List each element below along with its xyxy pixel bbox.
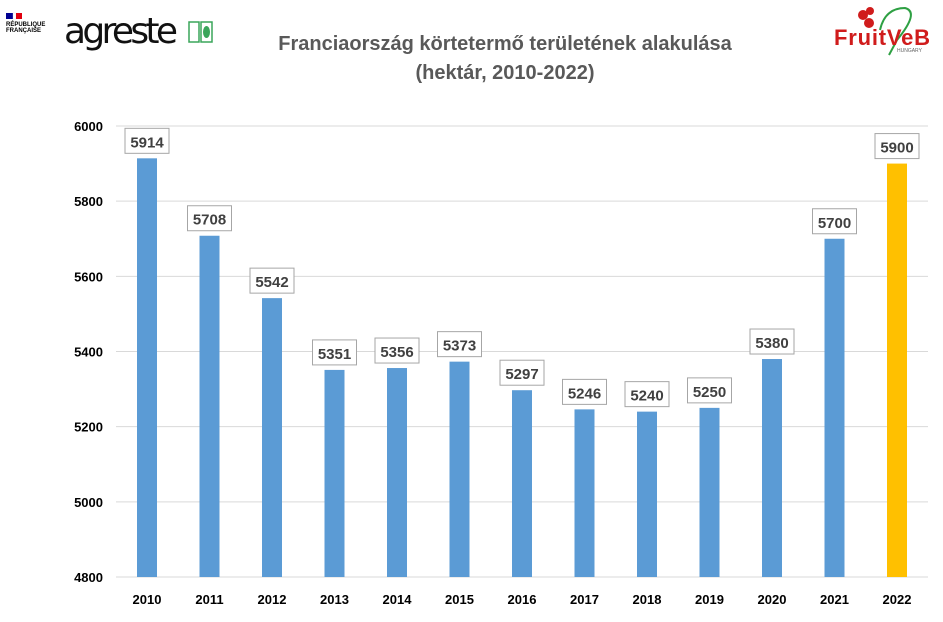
data-label-box — [874, 133, 920, 160]
svg-text:FruitVeB: FruitVeB — [834, 25, 930, 50]
y-tick-label: 4800 — [74, 570, 103, 585]
data-label: 5356 — [380, 344, 413, 361]
data-label-box — [249, 267, 295, 294]
y-tick-label: 5200 — [74, 420, 103, 435]
data-label-box — [437, 331, 482, 358]
bar — [887, 163, 907, 578]
data-label-box — [687, 377, 732, 404]
y-tick-label: 5800 — [74, 194, 103, 209]
data-label-box — [312, 339, 357, 366]
y-tick-label: 6000 — [74, 119, 103, 134]
bar — [199, 235, 220, 577]
bar — [449, 361, 470, 577]
x-tick-label: 2017 — [570, 592, 599, 607]
data-label: 5900 — [880, 140, 913, 157]
x-tick-label: 2022 — [883, 592, 912, 607]
x-tick-label: 2011 — [195, 592, 223, 607]
bar — [699, 407, 720, 577]
bar — [574, 409, 595, 577]
chart-subtitle: (hektár, 2010-2022) — [415, 62, 594, 84]
y-tick-label: 5400 — [74, 345, 103, 360]
data-label-box — [124, 127, 170, 154]
data-label: 5250 — [693, 384, 726, 401]
logo-republique: RÉPUBLIQUE FRANÇAISE — [6, 12, 45, 34]
svg-text:agreste: agreste — [64, 11, 178, 52]
chart-title: Franciaország körtetermő területének ala… — [278, 33, 732, 55]
x-tick-label: 2021 — [820, 592, 849, 607]
x-tick-label: 2012 — [258, 592, 287, 607]
data-label: 5700 — [818, 215, 851, 232]
x-tick-label: 2019 — [695, 592, 724, 607]
data-label: 5542 — [255, 274, 288, 291]
logo-agreste: agreste — [64, 11, 213, 52]
x-tick-label: 2015 — [445, 592, 474, 607]
bar — [387, 368, 407, 577]
x-tick-label: 2014 — [383, 592, 413, 607]
data-label-box — [812, 208, 857, 235]
x-tick-label: 2016 — [508, 592, 537, 607]
y-tick-label: 5600 — [74, 269, 103, 284]
data-label: 5351 — [318, 346, 351, 363]
data-label: 5297 — [505, 366, 538, 383]
y-tick-label: 5000 — [74, 495, 103, 510]
data-label: 5373 — [443, 338, 476, 355]
x-tick-label: 2018 — [633, 592, 662, 607]
bar — [637, 411, 657, 577]
logo-fruitveb: FruitVeB HUNGARY — [834, 6, 930, 56]
bar — [324, 369, 345, 577]
bar — [137, 158, 157, 578]
x-tick-label: 2020 — [758, 592, 787, 607]
bar — [824, 238, 845, 577]
data-label: 5246 — [568, 385, 601, 402]
bar — [762, 359, 782, 577]
svg-text:HUNGARY: HUNGARY — [897, 48, 923, 54]
bar — [262, 298, 282, 577]
x-tick-label: 2010 — [133, 592, 162, 607]
data-label: 5914 — [130, 134, 164, 151]
svg-text:FRANÇAISE: FRANÇAISE — [6, 28, 41, 34]
data-label: 5240 — [630, 388, 663, 405]
bar — [512, 390, 532, 577]
data-label: 5380 — [755, 335, 788, 352]
data-label: 5708 — [193, 212, 226, 229]
data-label-box — [374, 337, 420, 364]
data-label-box — [187, 205, 232, 232]
svg-text:RÉPUBLIQUE: RÉPUBLIQUE — [6, 20, 45, 28]
data-label-box — [562, 378, 607, 405]
data-label-box — [624, 381, 670, 408]
data-label-box — [499, 359, 545, 386]
data-label-box — [749, 328, 795, 355]
x-tick-label: 2013 — [320, 592, 349, 607]
